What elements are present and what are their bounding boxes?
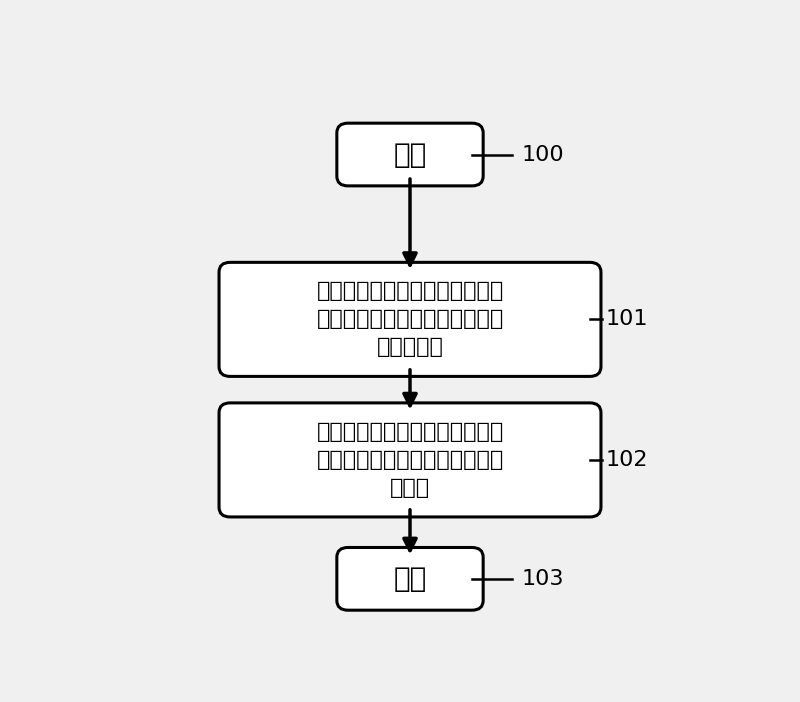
FancyBboxPatch shape [337,548,483,610]
Text: 100: 100 [522,145,564,164]
FancyBboxPatch shape [337,123,483,186]
FancyBboxPatch shape [219,403,601,517]
FancyBboxPatch shape [219,263,601,376]
Text: 根据所述混合神经网络预测模型
进行风速预测，得到相应的风速
预测值: 根据所述混合神经网络预测模型 进行风速预测，得到相应的风速 预测值 [316,422,504,498]
Text: 开始: 开始 [394,140,426,168]
Text: 根据预设的预测时间间隔确定混
合神经网络预测模型的输入变量
和输出变量: 根据预设的预测时间间隔确定混 合神经网络预测模型的输入变量 和输出变量 [316,282,504,357]
Text: 结束: 结束 [394,565,426,592]
Text: 101: 101 [606,310,648,329]
Text: 103: 103 [522,569,564,589]
Text: 102: 102 [606,450,648,470]
